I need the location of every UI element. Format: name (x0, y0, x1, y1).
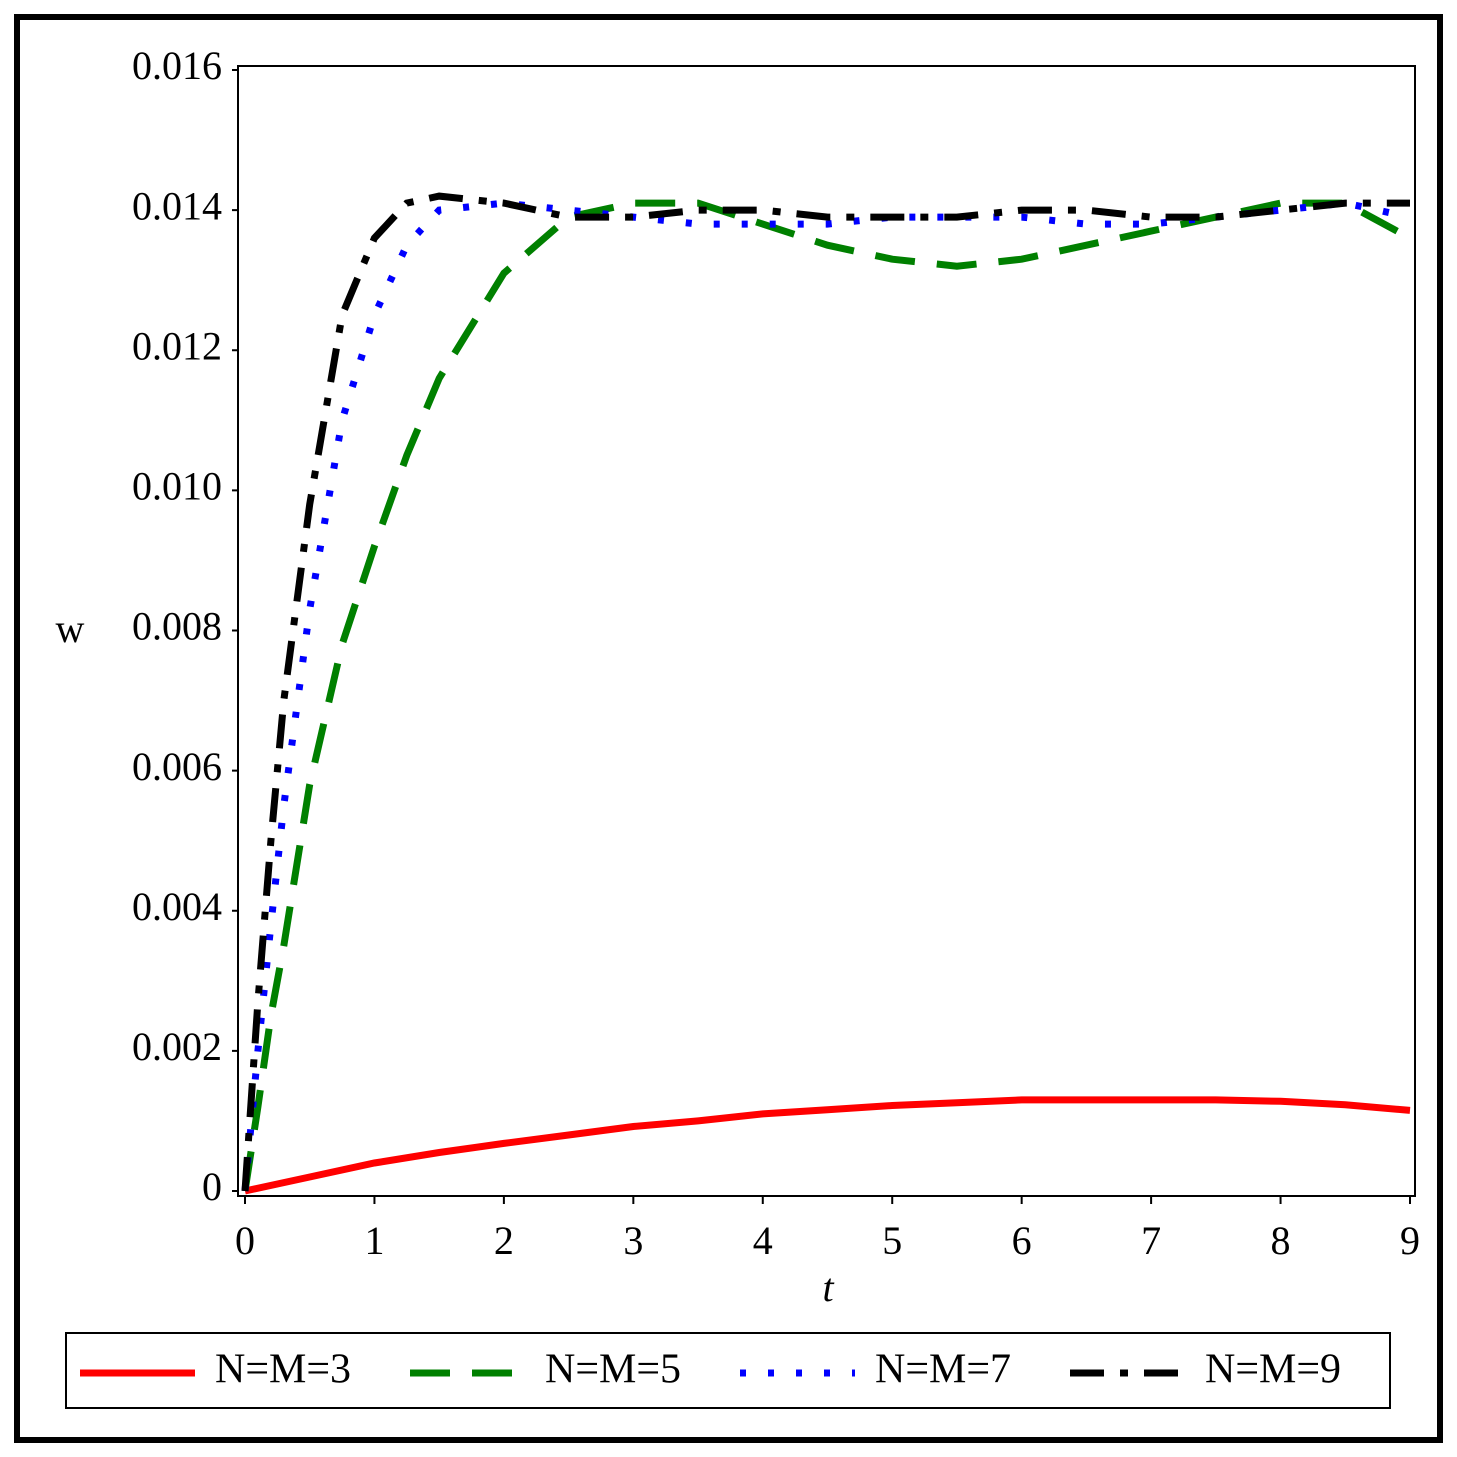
x-tick-label: 9 (1400, 1218, 1420, 1263)
y-tick-label: 0.008 (132, 604, 222, 649)
series-line (244, 1096, 1411, 1195)
x-tick-label: 0 (235, 1218, 255, 1263)
outer-frame (14, 14, 1443, 1443)
y-tick-label: 0.004 (132, 884, 222, 929)
y-tick-label: 0.002 (132, 1024, 222, 1069)
x-tick-label: 5 (882, 1218, 902, 1263)
series-line (241, 192, 1410, 1192)
y-tick-label: 0.006 (132, 744, 222, 789)
x-tick-label: 6 (1012, 1218, 1032, 1263)
x-tick-label: 7 (1141, 1218, 1161, 1263)
y-tick-label: 0 (202, 1164, 222, 1209)
y-tick-label: 0.014 (132, 183, 222, 228)
series-line (241, 199, 1411, 1192)
x-axis-label: t (822, 1265, 834, 1310)
y-tick-label: 0.016 (132, 43, 222, 88)
x-tick-label: 2 (494, 1218, 514, 1263)
y-tick-label: 0.012 (132, 323, 222, 368)
x-tick-label: 1 (364, 1218, 384, 1263)
legend-label: N=M=3 (215, 1347, 351, 1393)
y-tick-label: 0.010 (132, 464, 222, 509)
x-tick-label: 8 (1271, 1218, 1291, 1263)
x-tick-label: 3 (623, 1218, 643, 1263)
legend-label: N=M=7 (875, 1347, 1011, 1393)
y-axis-label: w (56, 606, 85, 651)
legend-label: N=M=9 (1205, 1347, 1341, 1393)
x-tick-label: 4 (753, 1218, 773, 1263)
series-line (241, 199, 1412, 1192)
legend-label: N=M=5 (545, 1347, 681, 1393)
